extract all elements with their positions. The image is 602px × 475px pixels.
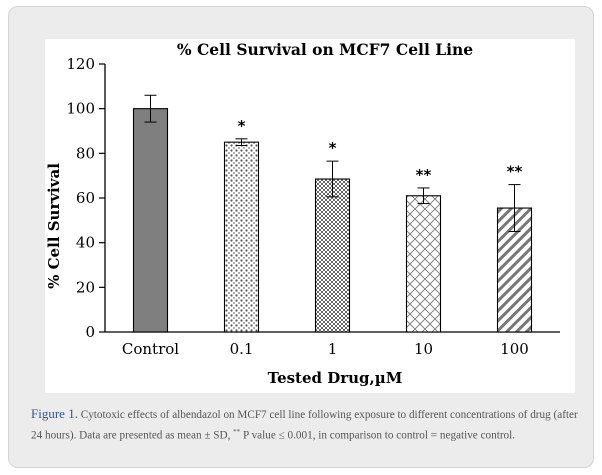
figure-card: % Cell Survival on MCF7 Cell Line % Cell… — [8, 6, 594, 468]
figure-caption: Figure 1. Cytotoxic effects of albendazo… — [31, 405, 579, 445]
bar-10 — [405, 195, 442, 333]
y-axis-label: % Cell Survival — [45, 163, 63, 289]
significance-marker: * — [329, 139, 337, 157]
figure-label: Figure 1. — [31, 406, 78, 421]
x-tick-label: 10 — [414, 340, 433, 358]
significance-marker: ** — [416, 166, 432, 184]
y-tick-label: 0 — [85, 323, 95, 341]
bar-chart: % Cell Survival on MCF7 Cell Line % Cell… — [45, 40, 560, 387]
bar-1 — [314, 178, 351, 333]
caption-text-a: Cytotoxic effects of albendazol on MCF7 … — [31, 409, 578, 442]
caption-sup: ** — [233, 428, 241, 436]
bar-0.1 — [223, 141, 260, 333]
plot-area: % Cell Survival on MCF7 Cell Line % Cell… — [45, 39, 575, 393]
significance-marker: ** — [507, 163, 523, 181]
bar-Control — [132, 108, 169, 333]
y-tick-label: 120 — [66, 55, 95, 73]
y-tick-label: 80 — [76, 144, 95, 162]
significance-marker: * — [238, 117, 246, 135]
y-tick-label: 40 — [76, 234, 95, 252]
x-axis-label: Tested Drug,µM — [268, 369, 403, 387]
y-tick-label: 60 — [76, 189, 95, 207]
x-tick-label: 1 — [328, 340, 338, 358]
x-tick-label: 0.1 — [230, 340, 254, 358]
y-tick-label: 20 — [76, 278, 95, 296]
x-tick-label: 100 — [500, 340, 529, 358]
y-tick-label: 100 — [66, 100, 95, 118]
x-tick-label: Control — [122, 340, 179, 358]
caption-text-b: P value ≤ 0.001, in comparison to contro… — [240, 429, 516, 442]
chart-title: % Cell Survival on MCF7 Cell Line — [177, 40, 473, 59]
